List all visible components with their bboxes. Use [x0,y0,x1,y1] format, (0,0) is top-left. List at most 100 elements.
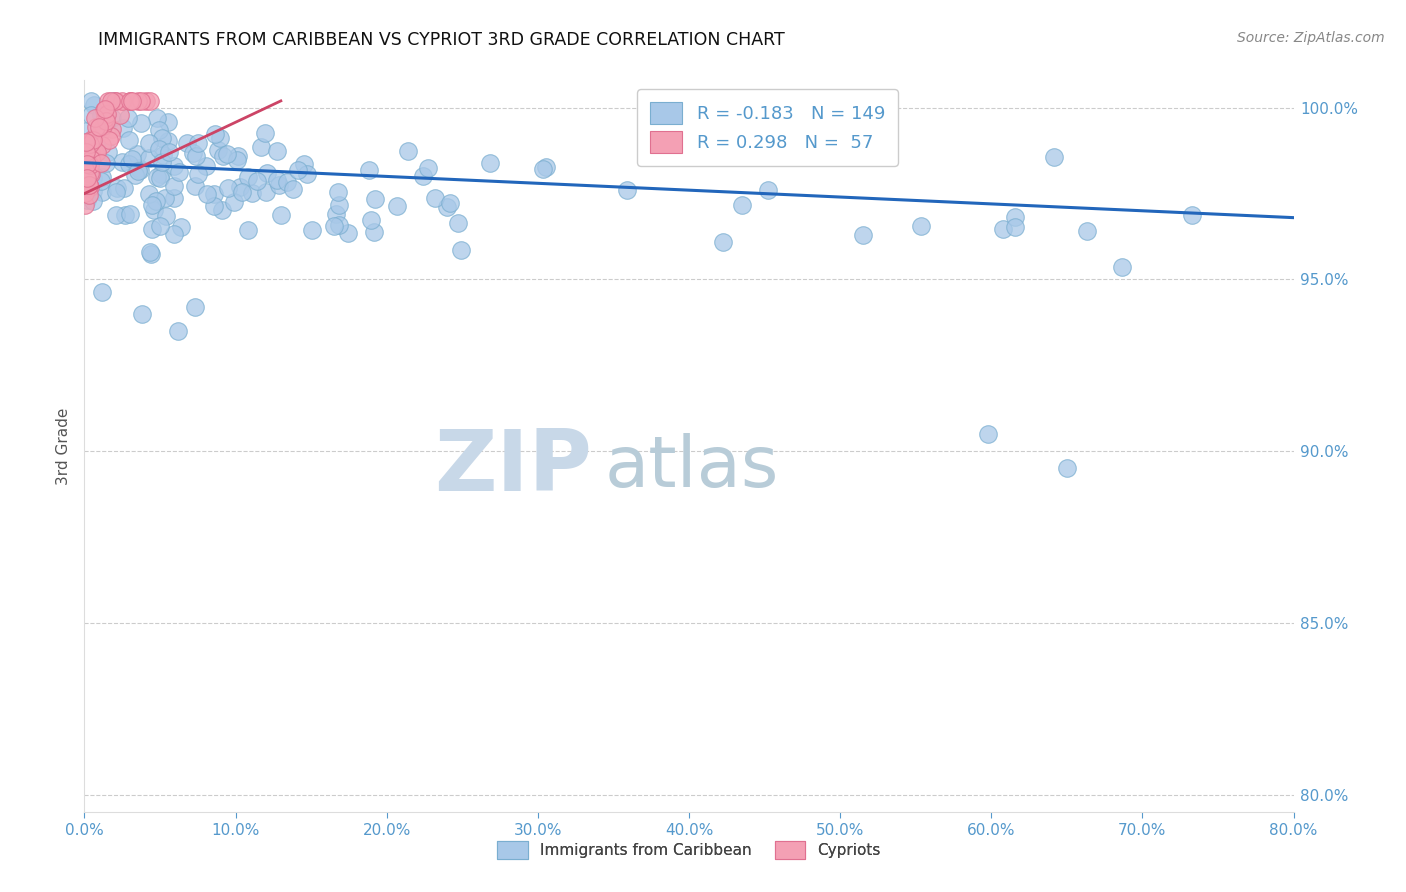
Point [138,151,160,165]
Point [1004,210,1026,224]
Point [713,235,735,250]
Point [240,186,263,200]
Point [328,218,350,232]
Point [167,165,190,179]
Point [328,198,350,212]
Point [436,200,458,214]
Point [121,153,143,167]
Point [236,223,259,237]
Point [163,159,186,173]
Point [105,180,128,194]
Point [111,94,134,108]
Point [301,223,323,237]
Point [101,111,124,125]
Point [146,111,169,125]
Point [266,173,288,187]
Point [157,115,180,129]
Point [73,186,96,200]
Point [131,307,153,321]
Point [447,216,470,230]
Point [1181,208,1204,222]
Point [128,161,150,176]
Point [80,145,103,160]
Point [360,213,382,227]
Point [186,136,208,150]
Legend: Immigrants from Caribbean, Cypriots: Immigrants from Caribbean, Cypriots [489,833,889,866]
Point [84,146,107,161]
Point [325,207,347,221]
Point [323,219,346,234]
Point [73,148,96,162]
Point [167,324,190,338]
Point [184,149,207,163]
Point [157,145,180,159]
Point [184,300,207,314]
Point [616,183,638,197]
Point [117,112,139,126]
Point [730,198,752,212]
Point [76,156,98,170]
Point [756,183,779,197]
Point [118,94,141,108]
Point [100,121,122,136]
Point [146,170,169,185]
Text: ZIP: ZIP [434,426,592,509]
Point [114,208,136,222]
Point [266,145,288,159]
Point [75,135,97,149]
Point [253,126,276,140]
Point [276,175,298,189]
Point [209,131,232,145]
Point [112,181,135,195]
Point [103,94,125,108]
Point [73,165,96,179]
Point [141,221,163,235]
Point [139,247,162,261]
Point [90,186,112,200]
Point [79,167,101,181]
Point [129,162,152,177]
Point [86,145,108,159]
Point [127,94,149,108]
Point [100,94,122,108]
Point [104,94,127,108]
Point [295,167,318,181]
Text: IMMIGRANTS FROM CARIBBEAN VS CYPRIOT 3RD GRADE CORRELATION CHART: IMMIGRANTS FROM CARIBBEAN VS CYPRIOT 3RD… [98,31,785,49]
Point [148,170,170,185]
Point [478,156,501,170]
Text: Source: ZipAtlas.com: Source: ZipAtlas.com [1237,31,1385,45]
Point [217,147,239,161]
Point [118,94,141,108]
Point [217,181,239,195]
Point [385,199,408,213]
Point [364,192,387,206]
Point [186,167,208,181]
Point [98,133,121,147]
Point [425,191,447,205]
Point [108,107,131,121]
Point [73,178,96,192]
Point [357,163,380,178]
Point [163,191,186,205]
Point [135,94,157,108]
Point [96,107,118,121]
Point [79,158,101,172]
Point [256,185,278,199]
Point [79,179,101,194]
Point [80,107,103,121]
Point [396,144,419,158]
Point [204,127,226,141]
Point [82,133,104,147]
Text: atlas: atlas [605,434,779,502]
Point [84,112,107,126]
Point [169,220,191,235]
Point [90,285,112,299]
Point [281,182,304,196]
Point [256,166,278,180]
Point [75,123,97,137]
Point [270,208,292,222]
Point [1056,461,1078,475]
Point [246,174,269,188]
Point [231,185,253,199]
Point [80,94,103,108]
